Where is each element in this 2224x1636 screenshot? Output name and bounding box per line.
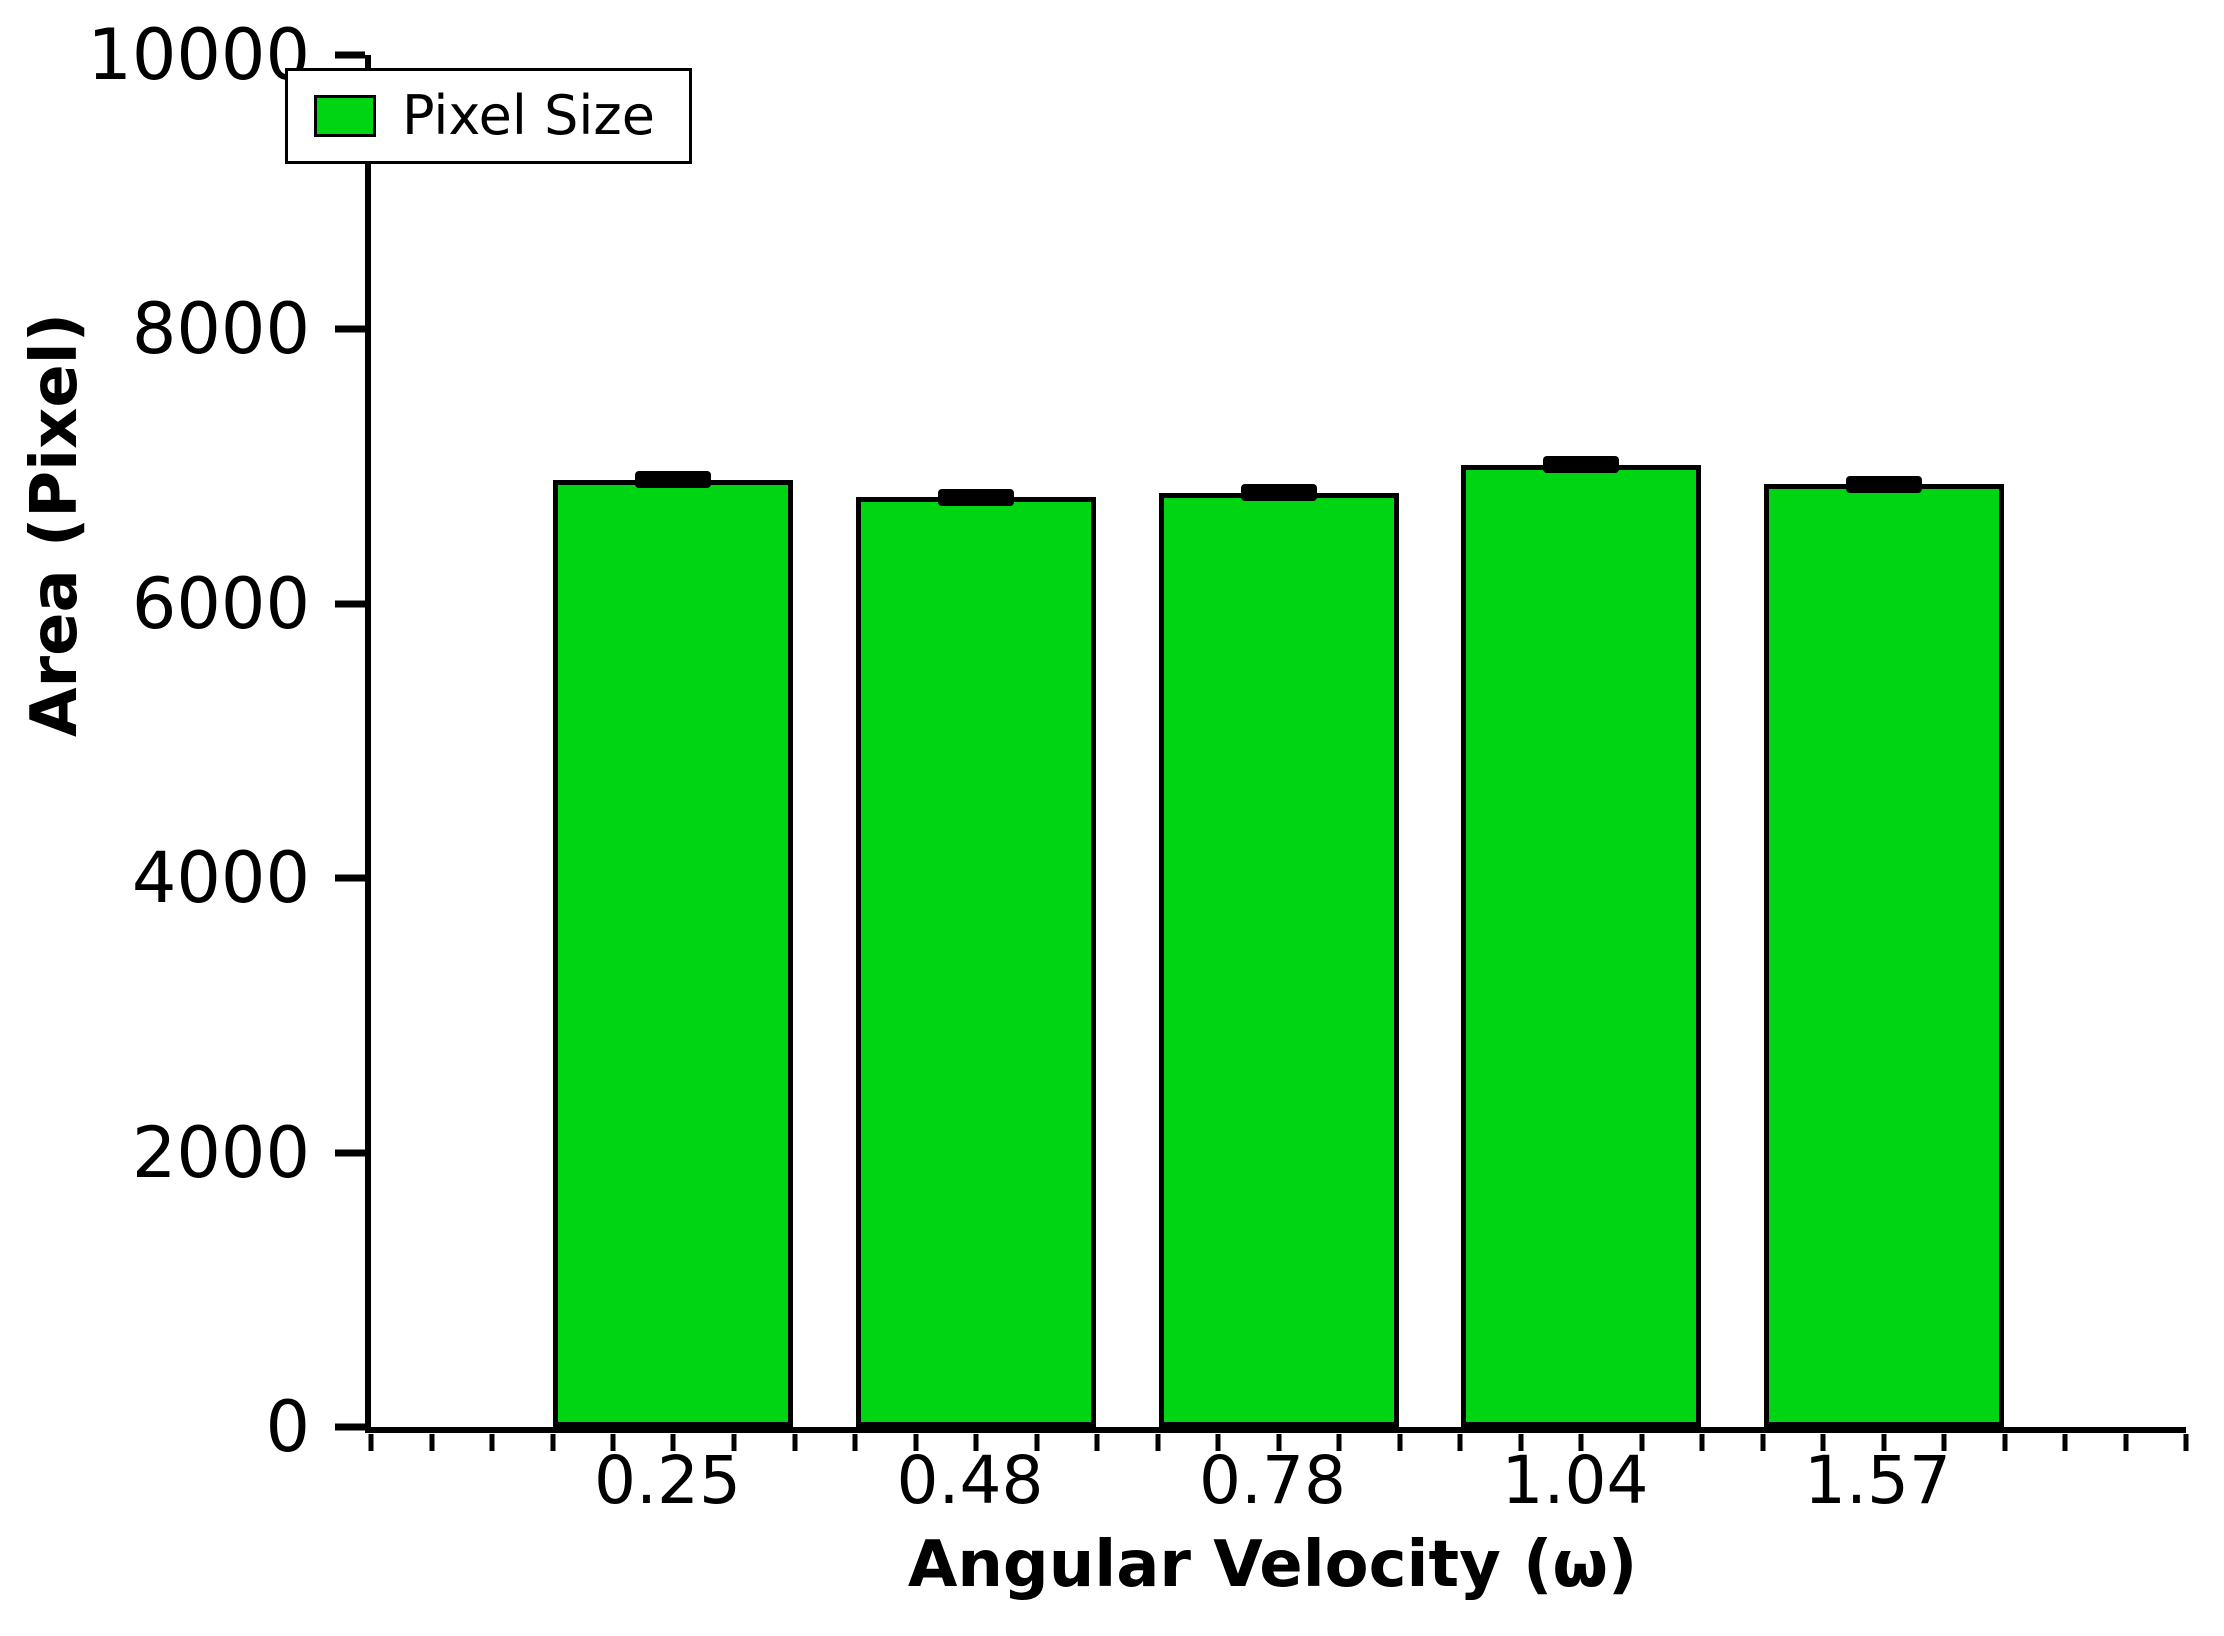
bar bbox=[855, 488, 1096, 1427]
y-tick-label: 4000 bbox=[131, 837, 310, 920]
x-minor-tick-mark bbox=[1639, 1434, 1644, 1451]
error-bar-cap bbox=[1240, 484, 1317, 502]
bar bbox=[1460, 455, 1701, 1427]
y-tick-mark bbox=[335, 600, 365, 608]
x-minor-tick-mark bbox=[489, 1434, 495, 1451]
x-tick-label: 1.04 bbox=[1501, 1442, 1649, 1519]
x-tick-label: 0.48 bbox=[896, 1442, 1044, 1519]
x-minor-tick-mark bbox=[368, 1434, 374, 1451]
x-axis-tick-labels: 0.25 0.48 0.78 1.04 1.57 bbox=[365, 1448, 2180, 1528]
y-tick-label: 2000 bbox=[131, 1111, 310, 1194]
bar bbox=[1763, 476, 2004, 1427]
x-tick-label: 1.57 bbox=[1804, 1442, 1951, 1519]
x-minor-tick-mark bbox=[1397, 1434, 1402, 1451]
x-minor-tick-mark bbox=[1578, 1434, 1584, 1451]
x-minor-tick-mark bbox=[429, 1434, 434, 1451]
legend: Pixel Size bbox=[285, 68, 692, 164]
x-minor-tick-mark bbox=[973, 1434, 979, 1451]
x-minor-tick-mark bbox=[550, 1434, 555, 1451]
x-tick-label: 0.25 bbox=[594, 1442, 741, 1519]
x-minor-tick-mark bbox=[1215, 1434, 1221, 1451]
x-minor-tick-mark bbox=[610, 1434, 616, 1451]
x-minor-tick-mark bbox=[1034, 1434, 1039, 1451]
x-minor-tick-mark bbox=[731, 1434, 737, 1451]
x-minor-tick-mark bbox=[1155, 1434, 1160, 1451]
x-minor-tick-mark bbox=[1941, 1434, 1947, 1451]
x-axis-title: Angular Velocity (ω) bbox=[907, 1528, 1638, 1602]
x-minor-tick-mark bbox=[1094, 1434, 1100, 1451]
y-tick-label: 10000 bbox=[87, 14, 310, 96]
y-tick-mark bbox=[335, 1149, 365, 1157]
y-tick-label: 8000 bbox=[131, 288, 310, 371]
y-axis-tick-labels: 0 2000 4000 6000 8000 10000 bbox=[0, 20, 340, 1462]
legend-swatch-icon bbox=[314, 95, 376, 137]
x-tick-label: 0.78 bbox=[1199, 1442, 1346, 1519]
legend-label: Pixel Size bbox=[402, 84, 655, 147]
y-tick-label: 0 bbox=[265, 1386, 310, 1468]
x-minor-tick-mark bbox=[2062, 1434, 2068, 1451]
x-minor-tick-mark bbox=[2002, 1434, 2007, 1451]
error-bar-cap bbox=[635, 470, 712, 488]
x-minor-tick-mark bbox=[1760, 1434, 1765, 1451]
bars-layer bbox=[371, 55, 2186, 1427]
x-minor-tick-mark bbox=[2183, 1434, 2189, 1451]
plot-area bbox=[335, 51, 2189, 1451]
x-minor-tick-mark bbox=[913, 1434, 918, 1451]
x-minor-tick-mark bbox=[2123, 1434, 2128, 1451]
y-tick-label: 6000 bbox=[131, 562, 310, 645]
y-tick-mark bbox=[335, 1423, 365, 1431]
x-minor-tick-mark bbox=[1457, 1434, 1463, 1451]
x-minor-tick-mark bbox=[1518, 1434, 1523, 1451]
error-bar-cap bbox=[937, 488, 1014, 506]
x-minor-tick-mark bbox=[792, 1434, 797, 1451]
x-minor-tick-mark bbox=[1336, 1434, 1342, 1451]
bar bbox=[553, 470, 794, 1427]
x-minor-tick-mark bbox=[1276, 1434, 1281, 1451]
x-minor-tick-mark bbox=[1699, 1434, 1705, 1451]
x-minor-tick-mark bbox=[670, 1434, 676, 1451]
x-minor-tick-mark bbox=[852, 1434, 858, 1451]
x-minor-tick-mark bbox=[1881, 1434, 1886, 1451]
y-tick-mark bbox=[335, 51, 365, 59]
x-minor-tick-mark bbox=[1820, 1434, 1826, 1451]
y-tick-mark bbox=[335, 874, 365, 882]
error-bar-cap bbox=[1542, 455, 1619, 473]
y-tick-mark bbox=[335, 325, 365, 333]
bar bbox=[1158, 484, 1399, 1427]
error-bar-cap bbox=[1845, 476, 1922, 494]
